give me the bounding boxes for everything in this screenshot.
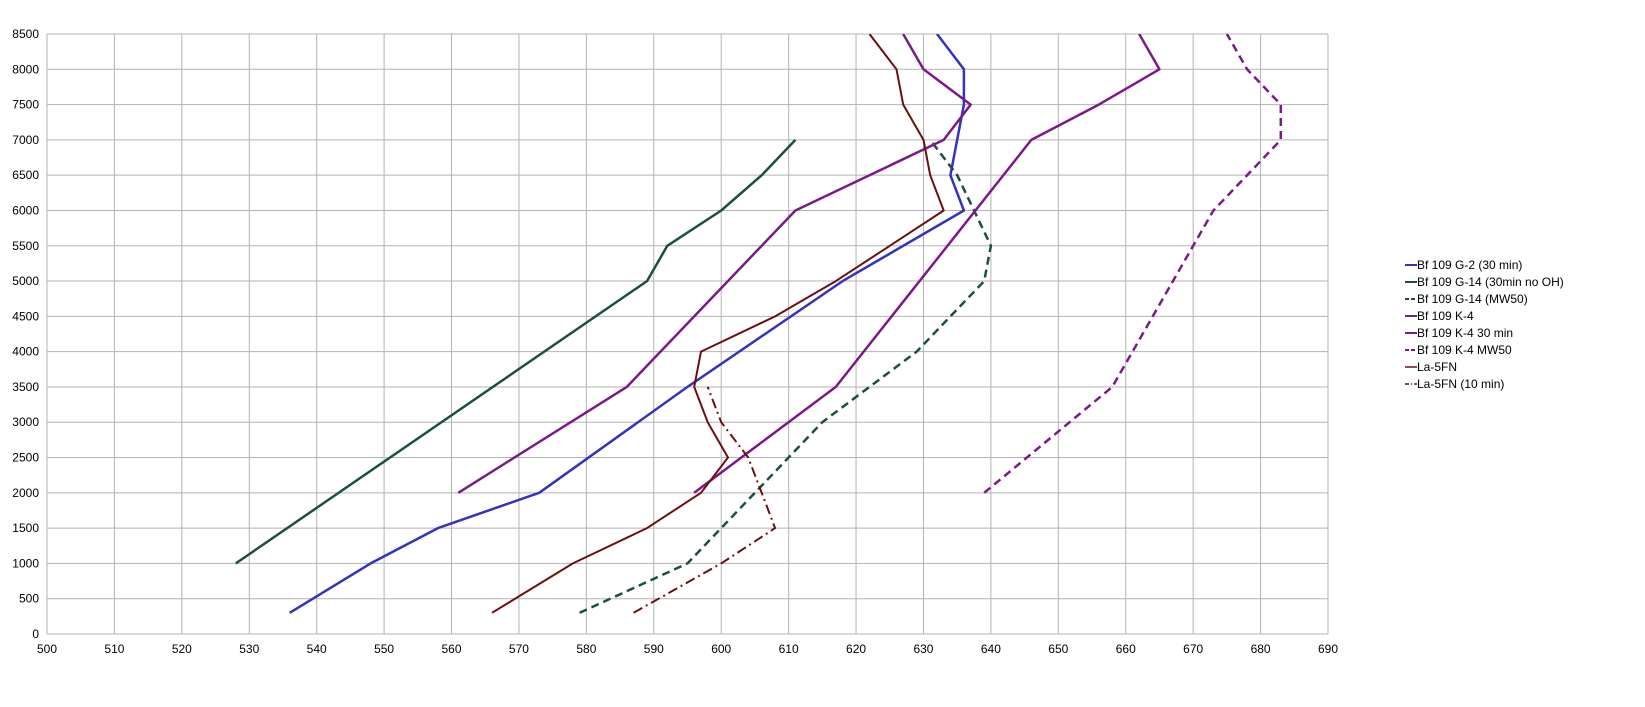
- y-tick-label: 0: [32, 627, 39, 641]
- y-tick-label: 5500: [12, 239, 39, 253]
- legend-label: La-5FN: [1417, 360, 1457, 374]
- x-tick-label: 510: [104, 642, 124, 656]
- x-tick-label: 620: [846, 642, 866, 656]
- x-tick-label: 560: [442, 642, 462, 656]
- chart-grid: [46, 33, 1329, 635]
- series-line-6: [983, 34, 1283, 494]
- x-tick-label: 550: [374, 642, 394, 656]
- y-tick-label: 4500: [12, 309, 39, 323]
- y-tick-label: 1500: [12, 521, 39, 535]
- y-tick-label: 3000: [12, 415, 39, 429]
- y-tick-label: 8000: [12, 62, 39, 76]
- x-tick-label: 520: [172, 642, 192, 656]
- series-line-8: [633, 386, 777, 614]
- y-tick-label: 7000: [12, 133, 39, 147]
- y-tick-label: 2000: [12, 486, 39, 500]
- series-line-3: [579, 139, 993, 614]
- x-tick-label: 530: [239, 642, 259, 656]
- series-line-4: [457, 34, 972, 494]
- x-tick-label: 680: [1251, 642, 1271, 656]
- y-tick-label: 3500: [12, 380, 39, 394]
- x-tick-label: 580: [576, 642, 596, 656]
- y-tick-label: 6500: [12, 168, 39, 182]
- series-line-2: [235, 139, 797, 565]
- x-tick-label: 660: [1116, 642, 1136, 656]
- legend-label: Bf 109 K-4: [1417, 309, 1474, 323]
- x-tick-label: 670: [1183, 642, 1203, 656]
- chart-axes: 500 510 520 530 540 550 560 570 580 590 600 610 620 6…: [12, 27, 1338, 656]
- y-tick-label: 6000: [12, 203, 39, 217]
- legend-label: Bf 109 G-14 (30min no OH): [1417, 275, 1564, 289]
- y-tick-label: 1000: [12, 556, 39, 570]
- x-tick-label: 650: [1048, 642, 1068, 656]
- legend-label: Bf 109 K-4 MW50: [1417, 343, 1512, 357]
- y-tick-label: 4000: [12, 345, 39, 359]
- x-tick-label: 500: [37, 642, 57, 656]
- legend-label: Bf 109 K-4 30 min: [1417, 326, 1513, 340]
- y-tick-label: 8500: [12, 27, 39, 41]
- series-line-1: [289, 34, 966, 614]
- x-tick-label: 600: [711, 642, 731, 656]
- series-line-7: [491, 34, 945, 614]
- chart-series: [235, 34, 1283, 614]
- y-tick-label: 5000: [12, 274, 39, 288]
- x-tick-label: 690: [1318, 642, 1338, 656]
- x-tick-label: 540: [307, 642, 327, 656]
- series-line-5: [693, 34, 1161, 494]
- y-tick-label: 7500: [12, 98, 39, 112]
- legend-label: Bf 109 G-14 (MW50): [1417, 292, 1528, 306]
- y-tick-label: 500: [19, 592, 39, 606]
- y-tick-label: 2500: [12, 451, 39, 465]
- x-tick-label: 570: [509, 642, 529, 656]
- legend-label: Bf 109 G-2 (30 min): [1417, 258, 1522, 272]
- x-tick-label: 630: [913, 642, 933, 656]
- x-tick-label: 610: [779, 642, 799, 656]
- chart-legend: Bf 109 G-2 (30 min) Bf 109 G-14 (30min no…: [1405, 258, 1564, 391]
- x-tick-label: 590: [644, 642, 664, 656]
- legend-label: La-5FN (10 min): [1417, 377, 1504, 391]
- x-tick-label: 640: [981, 642, 1001, 656]
